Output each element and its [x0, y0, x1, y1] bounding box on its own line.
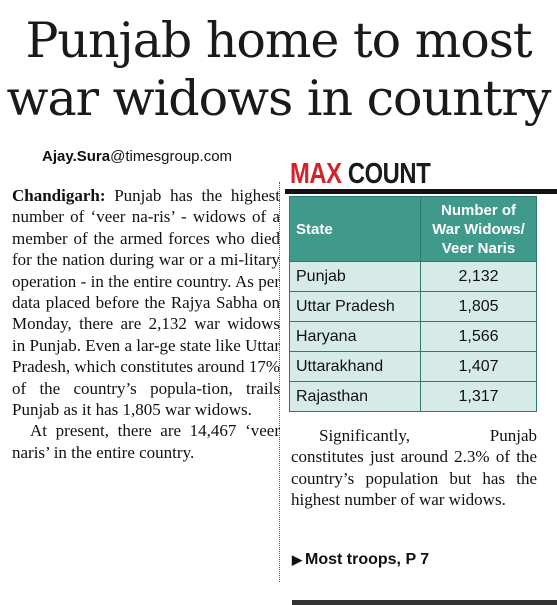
article-paragraph-2: At present, there are 14,467 ‘veer naris… [12, 421, 280, 462]
state-cell: Rajasthan [289, 381, 421, 412]
box-title-count: COUNT [341, 158, 431, 190]
column-header-count: Number of War Widows/ Veer Naris [420, 196, 537, 262]
state-cell: Punjab [289, 261, 421, 292]
article-left-column: Chandigarh: Punjab has the highest numbe… [12, 185, 280, 463]
war-widows-table: State Number of War Widows/ Veer Naris P… [289, 196, 537, 412]
article-paragraph-1: Chandigarh: Punjab has the highest numbe… [12, 185, 280, 420]
byline-name: Ajay.Sura [42, 148, 111, 165]
dateline: Chandigarh: [12, 186, 106, 205]
count-cell: 1,407 [420, 351, 537, 382]
box-title: MAX COUNT [290, 158, 431, 191]
article-paragraph-3: Significantly, Punjab constitutes just a… [291, 426, 537, 510]
count-cell: 2,132 [420, 261, 537, 292]
continued-text: Most troops, P 7 [305, 551, 430, 568]
column-header-state: State [289, 196, 421, 262]
byline: Ajay.Sura@timesgroup.com [42, 148, 232, 165]
table-header-row: State Number of War Widows/ Veer Naris [289, 196, 537, 262]
count-cell: 1,317 [420, 381, 537, 412]
box-title-max: MAX [290, 158, 342, 190]
column-divider [279, 182, 280, 582]
headline: Punjab home to most war widows in countr… [0, 12, 557, 128]
continued-link[interactable]: ▶ Most troops, P 7 [292, 551, 429, 569]
headline-line-2: war widows in country [6, 70, 552, 127]
count-cell: 1,566 [420, 321, 537, 352]
headline-line-1: Punjab home to most [25, 12, 532, 69]
table-row: Haryana 1,566 [289, 321, 537, 352]
count-cell: 1,805 [420, 291, 537, 322]
bottom-rule [292, 600, 557, 605]
table-row: Rajasthan 1,317 [289, 381, 537, 412]
paragraph-1-text: Punjab has the highest number of ‘veer n… [12, 186, 280, 420]
table-row: Uttarakhand 1,407 [289, 351, 537, 382]
box-title-rule [285, 189, 557, 194]
article-right-column: Significantly, Punjab constitutes just a… [291, 425, 537, 511]
byline-domain: @timesgroup.com [110, 148, 233, 165]
state-cell: Uttarakhand [289, 351, 421, 382]
table-row: Punjab 2,132 [289, 261, 537, 292]
state-cell: Haryana [289, 321, 421, 352]
right-triangle-icon: ▶ [292, 552, 302, 567]
table-row: Uttar Pradesh 1,805 [289, 291, 537, 322]
state-cell: Uttar Pradesh [289, 291, 421, 322]
